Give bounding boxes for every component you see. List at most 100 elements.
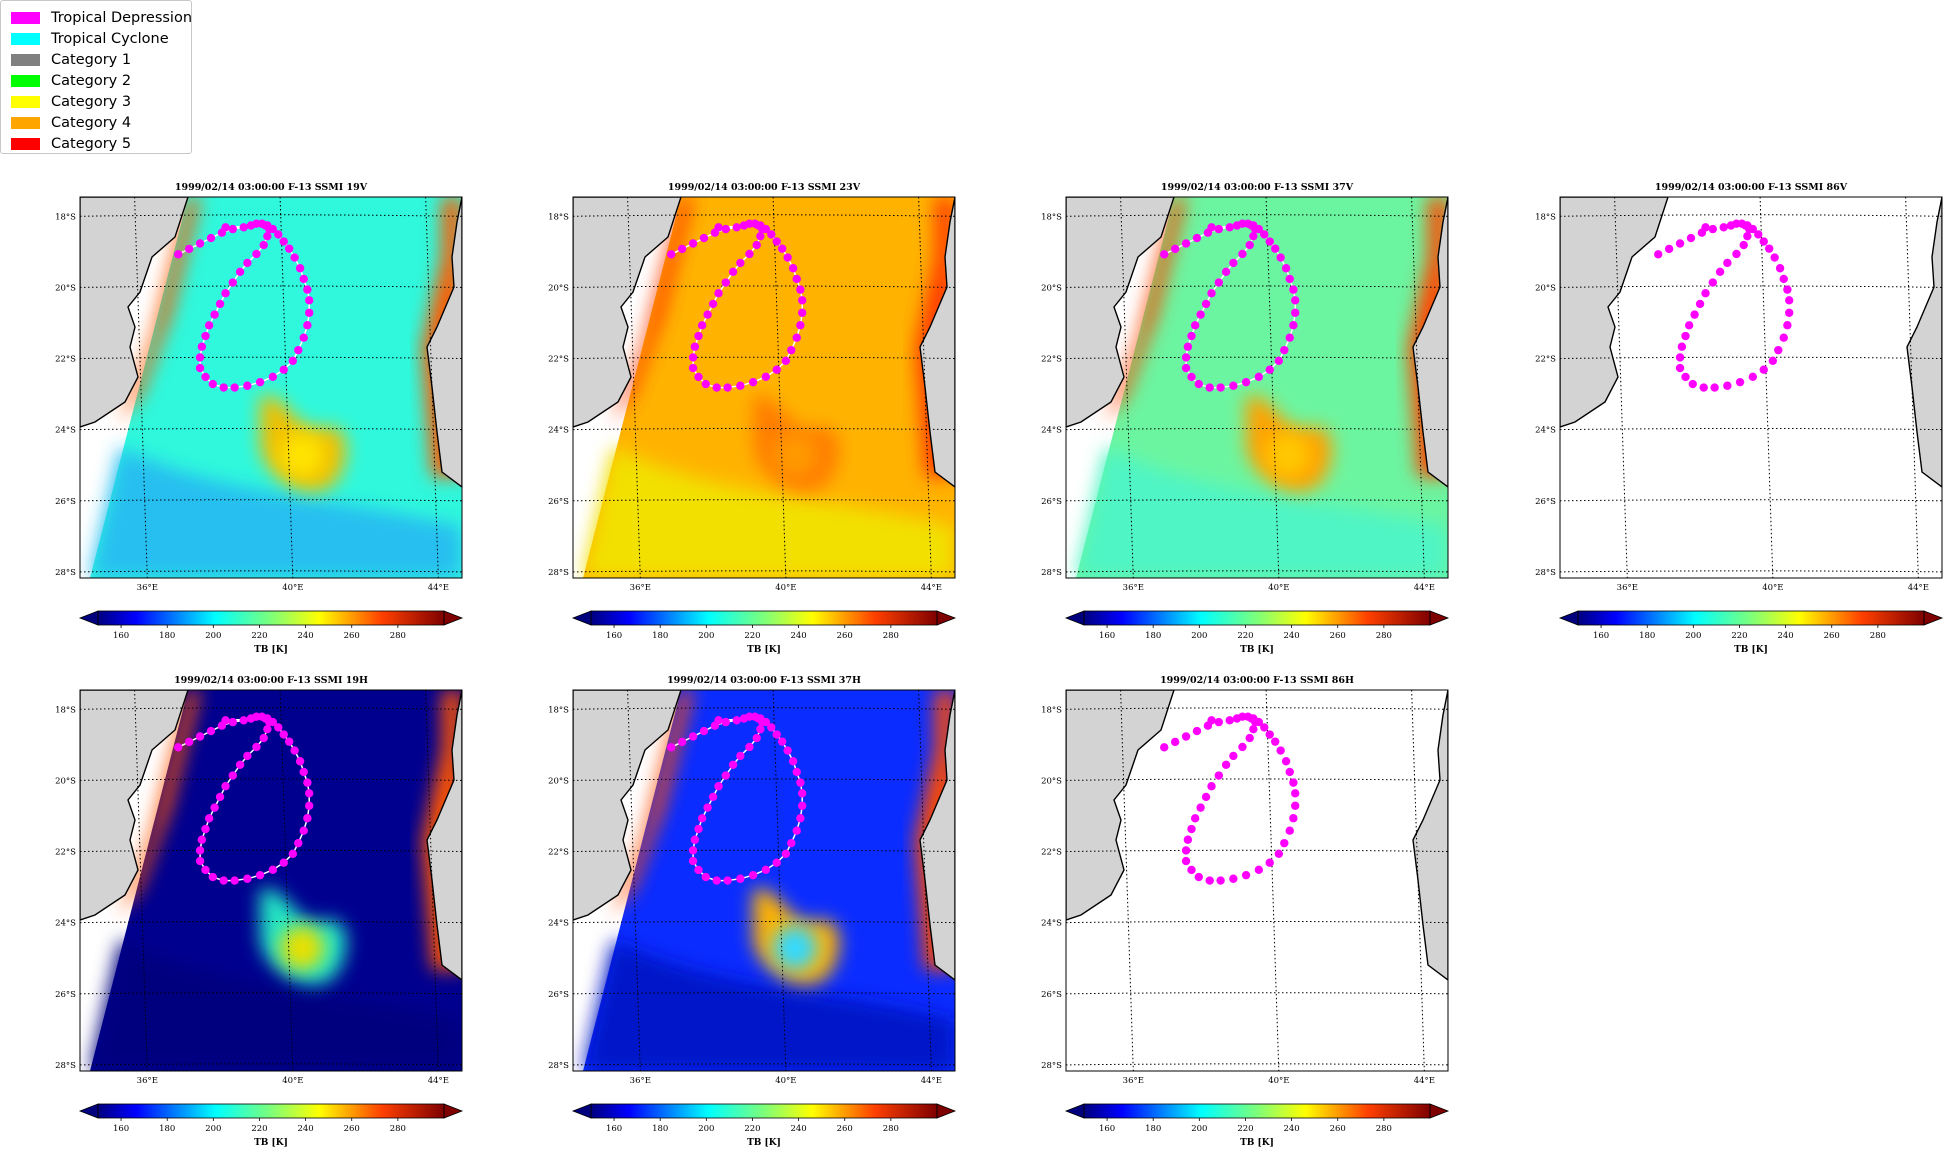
legend-label: Tropical Cyclone [51,31,169,47]
track-point [1183,835,1193,844]
track-point [1216,383,1225,392]
track-point [798,801,807,810]
colorbar-tick-label: 200 [698,631,714,641]
track-point [295,264,305,273]
field-south [583,447,955,578]
legend-item-category-1: Category 1 [11,50,131,70]
legend-swatch [11,54,40,66]
track-point [701,379,710,389]
track-point [294,345,303,355]
track-point [243,874,252,883]
track-point [1214,717,1224,727]
track-point [1785,308,1794,317]
lat-tick-label: 28°S [1535,568,1556,578]
panel-title: 1999/02/14 03:00:00 F-13 SSMI 37V [1161,182,1354,193]
track-point [708,299,718,309]
land-west [1066,197,1175,428]
track-point [792,826,801,835]
lon-tick-label: 40°E [1268,583,1289,593]
track-point [1285,826,1294,835]
track-point [1260,230,1269,239]
track-point [1719,223,1728,232]
map-panel: 1999/02/14 03:00:00 F-13 SSMI 86H 18°S 20°… [1041,675,1450,1148]
track-point [1205,383,1214,392]
lat-tick-label: 20°S [55,776,76,786]
colorbar-tick-label: 220 [1237,1124,1253,1134]
track-point [1207,289,1216,298]
track-point [736,381,745,390]
track-point [1710,383,1719,392]
track-point [195,363,205,373]
track-point [723,876,732,885]
track-point [208,872,217,882]
colorbar-extend-max [1429,610,1450,626]
map-field [573,690,955,1071]
colorbar-tick-label: 160 [606,631,622,641]
track-point [690,835,700,844]
track-point [1214,224,1224,234]
track-point [1181,856,1191,866]
colorbar-tick-label: 280 [883,631,899,641]
colorbar-tick-label: 200 [205,631,221,641]
track-point [1686,233,1696,243]
track-point [694,372,703,382]
track-point [263,724,272,734]
map-frame [1065,196,1449,579]
track-point [748,870,758,880]
track-point [1664,244,1674,254]
track-point [255,870,265,880]
track-point [210,803,219,812]
lon-tick-label: 36°E [630,1076,651,1086]
legend-label: Category 1 [51,52,132,68]
panel-title: 1999/02/14 03:00:00 F-13 SSMI 86H [1160,675,1354,686]
track-point [1229,751,1238,761]
track-point [1260,723,1269,732]
track-point [1181,846,1191,855]
lat-tick-label: 22°S [55,848,76,858]
track-point [1285,767,1294,777]
track-point [1221,267,1231,277]
track-point [252,742,261,752]
track-point [736,258,745,268]
colorbar-tick-label: 160 [606,1124,622,1134]
colorbar-extend-min [571,610,592,626]
track-point [1779,274,1788,284]
lat-tick-label: 28°S [55,568,76,578]
lat-tick-label: 22°S [548,355,569,365]
colorbar-tick-label: 200 [205,1124,221,1134]
lat-tick-label: 18°S [55,212,76,222]
track-point [777,737,787,746]
colorbar-extend-min [78,1103,99,1119]
colorbar-label: TB [K] [254,1138,288,1148]
track-point [1201,299,1211,309]
track-point [1699,383,1708,392]
track-point [1783,321,1792,330]
track-point [1280,345,1289,355]
lat-tick-label: 18°S [548,212,569,222]
colorbar-tick-label: 160 [1099,1124,1115,1134]
track-point [228,771,237,780]
track-point [1270,244,1280,253]
lon-tick-label: 40°E [282,583,303,593]
track-point [1759,365,1768,374]
legend-label: Category 5 [51,136,132,152]
lon-tick-label: 40°E [1762,583,1783,593]
colorbar-tick-label: 260 [344,631,360,641]
legend-swatch [11,33,40,45]
track-point [195,239,205,248]
lat-tick-label: 28°S [548,568,569,578]
colorbar-tick-label: 220 [1237,631,1253,641]
track-point [1779,333,1788,342]
lat-tick-label: 24°S [55,426,76,436]
legend-label: Tropical Depression [51,10,193,26]
track-point [228,717,237,727]
track-point [1265,365,1274,374]
map-frame [572,689,956,1072]
track-point [219,876,228,885]
track-point [1196,310,1205,319]
colorbar-tick-label: 240 [1777,631,1793,641]
track-point [756,231,765,241]
track-point [299,274,308,284]
lon-tick-label: 44°E [1908,583,1929,593]
map-panel: 1999/02/14 03:00:00 F-13 SSMI 19V 18°S 20°… [55,182,464,655]
